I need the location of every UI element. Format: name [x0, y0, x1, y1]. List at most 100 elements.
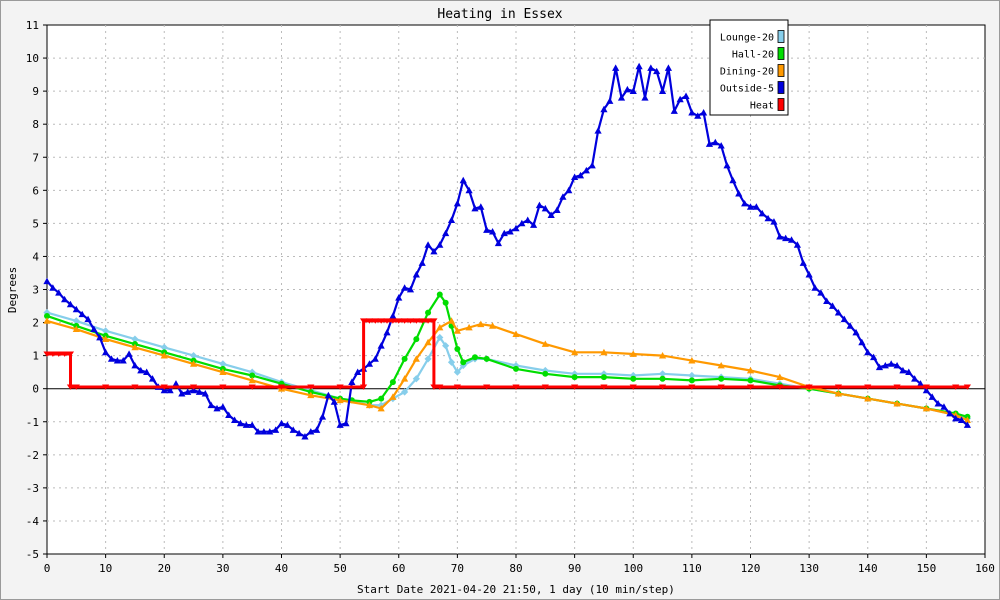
data-point	[453, 384, 461, 390]
data-point	[963, 421, 972, 428]
data-point	[412, 375, 420, 383]
data-point	[600, 348, 608, 356]
data-point	[66, 300, 75, 308]
data-point	[189, 386, 198, 394]
data-point	[166, 386, 174, 394]
y-tick-label: 8	[32, 118, 39, 131]
y-tick-label: -5	[26, 548, 39, 561]
data-point	[178, 390, 186, 397]
data-point	[477, 320, 485, 328]
data-point	[893, 399, 901, 407]
data-point	[899, 366, 907, 374]
data-point	[401, 318, 409, 324]
data-point	[600, 105, 608, 113]
data-point	[963, 384, 972, 390]
data-point	[412, 318, 420, 324]
data-point	[776, 373, 784, 380]
data-point	[248, 421, 256, 428]
data-point	[102, 348, 110, 356]
data-point	[518, 219, 526, 227]
data-point	[66, 384, 75, 390]
data-point	[922, 384, 930, 390]
data-point	[189, 384, 198, 390]
data-point	[782, 234, 790, 242]
data-point	[717, 142, 725, 149]
data-point	[84, 315, 92, 323]
data-point	[776, 384, 784, 390]
data-point	[131, 384, 139, 390]
data-point	[336, 421, 344, 428]
data-point	[436, 333, 444, 342]
data-point	[864, 384, 872, 390]
data-point	[700, 109, 708, 116]
x-tick-label: 10	[99, 562, 112, 575]
data-point	[770, 218, 778, 225]
data-point	[289, 426, 297, 433]
data-point	[383, 318, 391, 324]
data-point	[324, 391, 332, 399]
data-point	[823, 297, 831, 304]
x-tick-label: 90	[568, 562, 581, 575]
data-point	[430, 384, 438, 390]
grid-lines	[47, 25, 985, 554]
x-tick-label: 70	[451, 562, 464, 575]
chart-title: Heating in Essex	[437, 7, 562, 22]
data-point	[336, 396, 344, 404]
legend-swatch	[777, 64, 785, 77]
data-point	[471, 354, 478, 361]
data-point	[600, 384, 608, 390]
data-point	[307, 384, 315, 390]
data-point	[430, 318, 438, 324]
data-point	[606, 97, 614, 104]
y-tick-label: 0	[32, 383, 39, 396]
data-point	[172, 380, 180, 387]
series-line-dining-20	[46, 319, 968, 422]
data-point	[43, 277, 51, 285]
data-point	[694, 112, 702, 119]
data-point	[389, 393, 397, 400]
data-point	[72, 384, 80, 390]
data-point	[623, 85, 631, 93]
data-point	[893, 384, 901, 390]
data-point	[277, 419, 286, 427]
data-point	[711, 138, 719, 146]
data-point	[946, 409, 954, 417]
data-point	[612, 64, 620, 71]
data-point	[207, 401, 215, 409]
data-point	[219, 368, 227, 376]
data-point	[424, 318, 432, 324]
data-point	[412, 271, 420, 278]
data-point	[371, 355, 379, 362]
x-tick-label: 160	[975, 562, 995, 575]
data-point	[905, 368, 913, 376]
data-point	[776, 233, 784, 240]
data-point	[571, 374, 578, 381]
data-point	[436, 384, 444, 390]
data-point	[594, 127, 602, 134]
data-point	[717, 361, 725, 369]
x-tick-label: 0	[44, 562, 51, 575]
data-point	[160, 386, 168, 394]
data-point	[805, 384, 813, 390]
data-point	[512, 330, 520, 338]
data-point	[541, 204, 549, 212]
legend-swatch	[777, 47, 785, 60]
data-point	[44, 312, 50, 319]
data-point	[359, 384, 368, 390]
data-point	[746, 366, 755, 374]
data-point	[758, 209, 766, 217]
data-point	[547, 211, 555, 218]
data-point	[96, 333, 104, 341]
data-point	[201, 390, 209, 397]
data-point	[834, 390, 843, 397]
data-point	[952, 414, 960, 422]
data-point	[447, 216, 456, 223]
data-point	[477, 203, 485, 210]
data-point	[313, 426, 321, 433]
data-point	[928, 393, 936, 400]
data-point	[805, 271, 813, 278]
data-point	[881, 361, 889, 369]
data-point	[670, 107, 678, 114]
data-point	[453, 327, 461, 334]
data-point	[629, 371, 637, 380]
